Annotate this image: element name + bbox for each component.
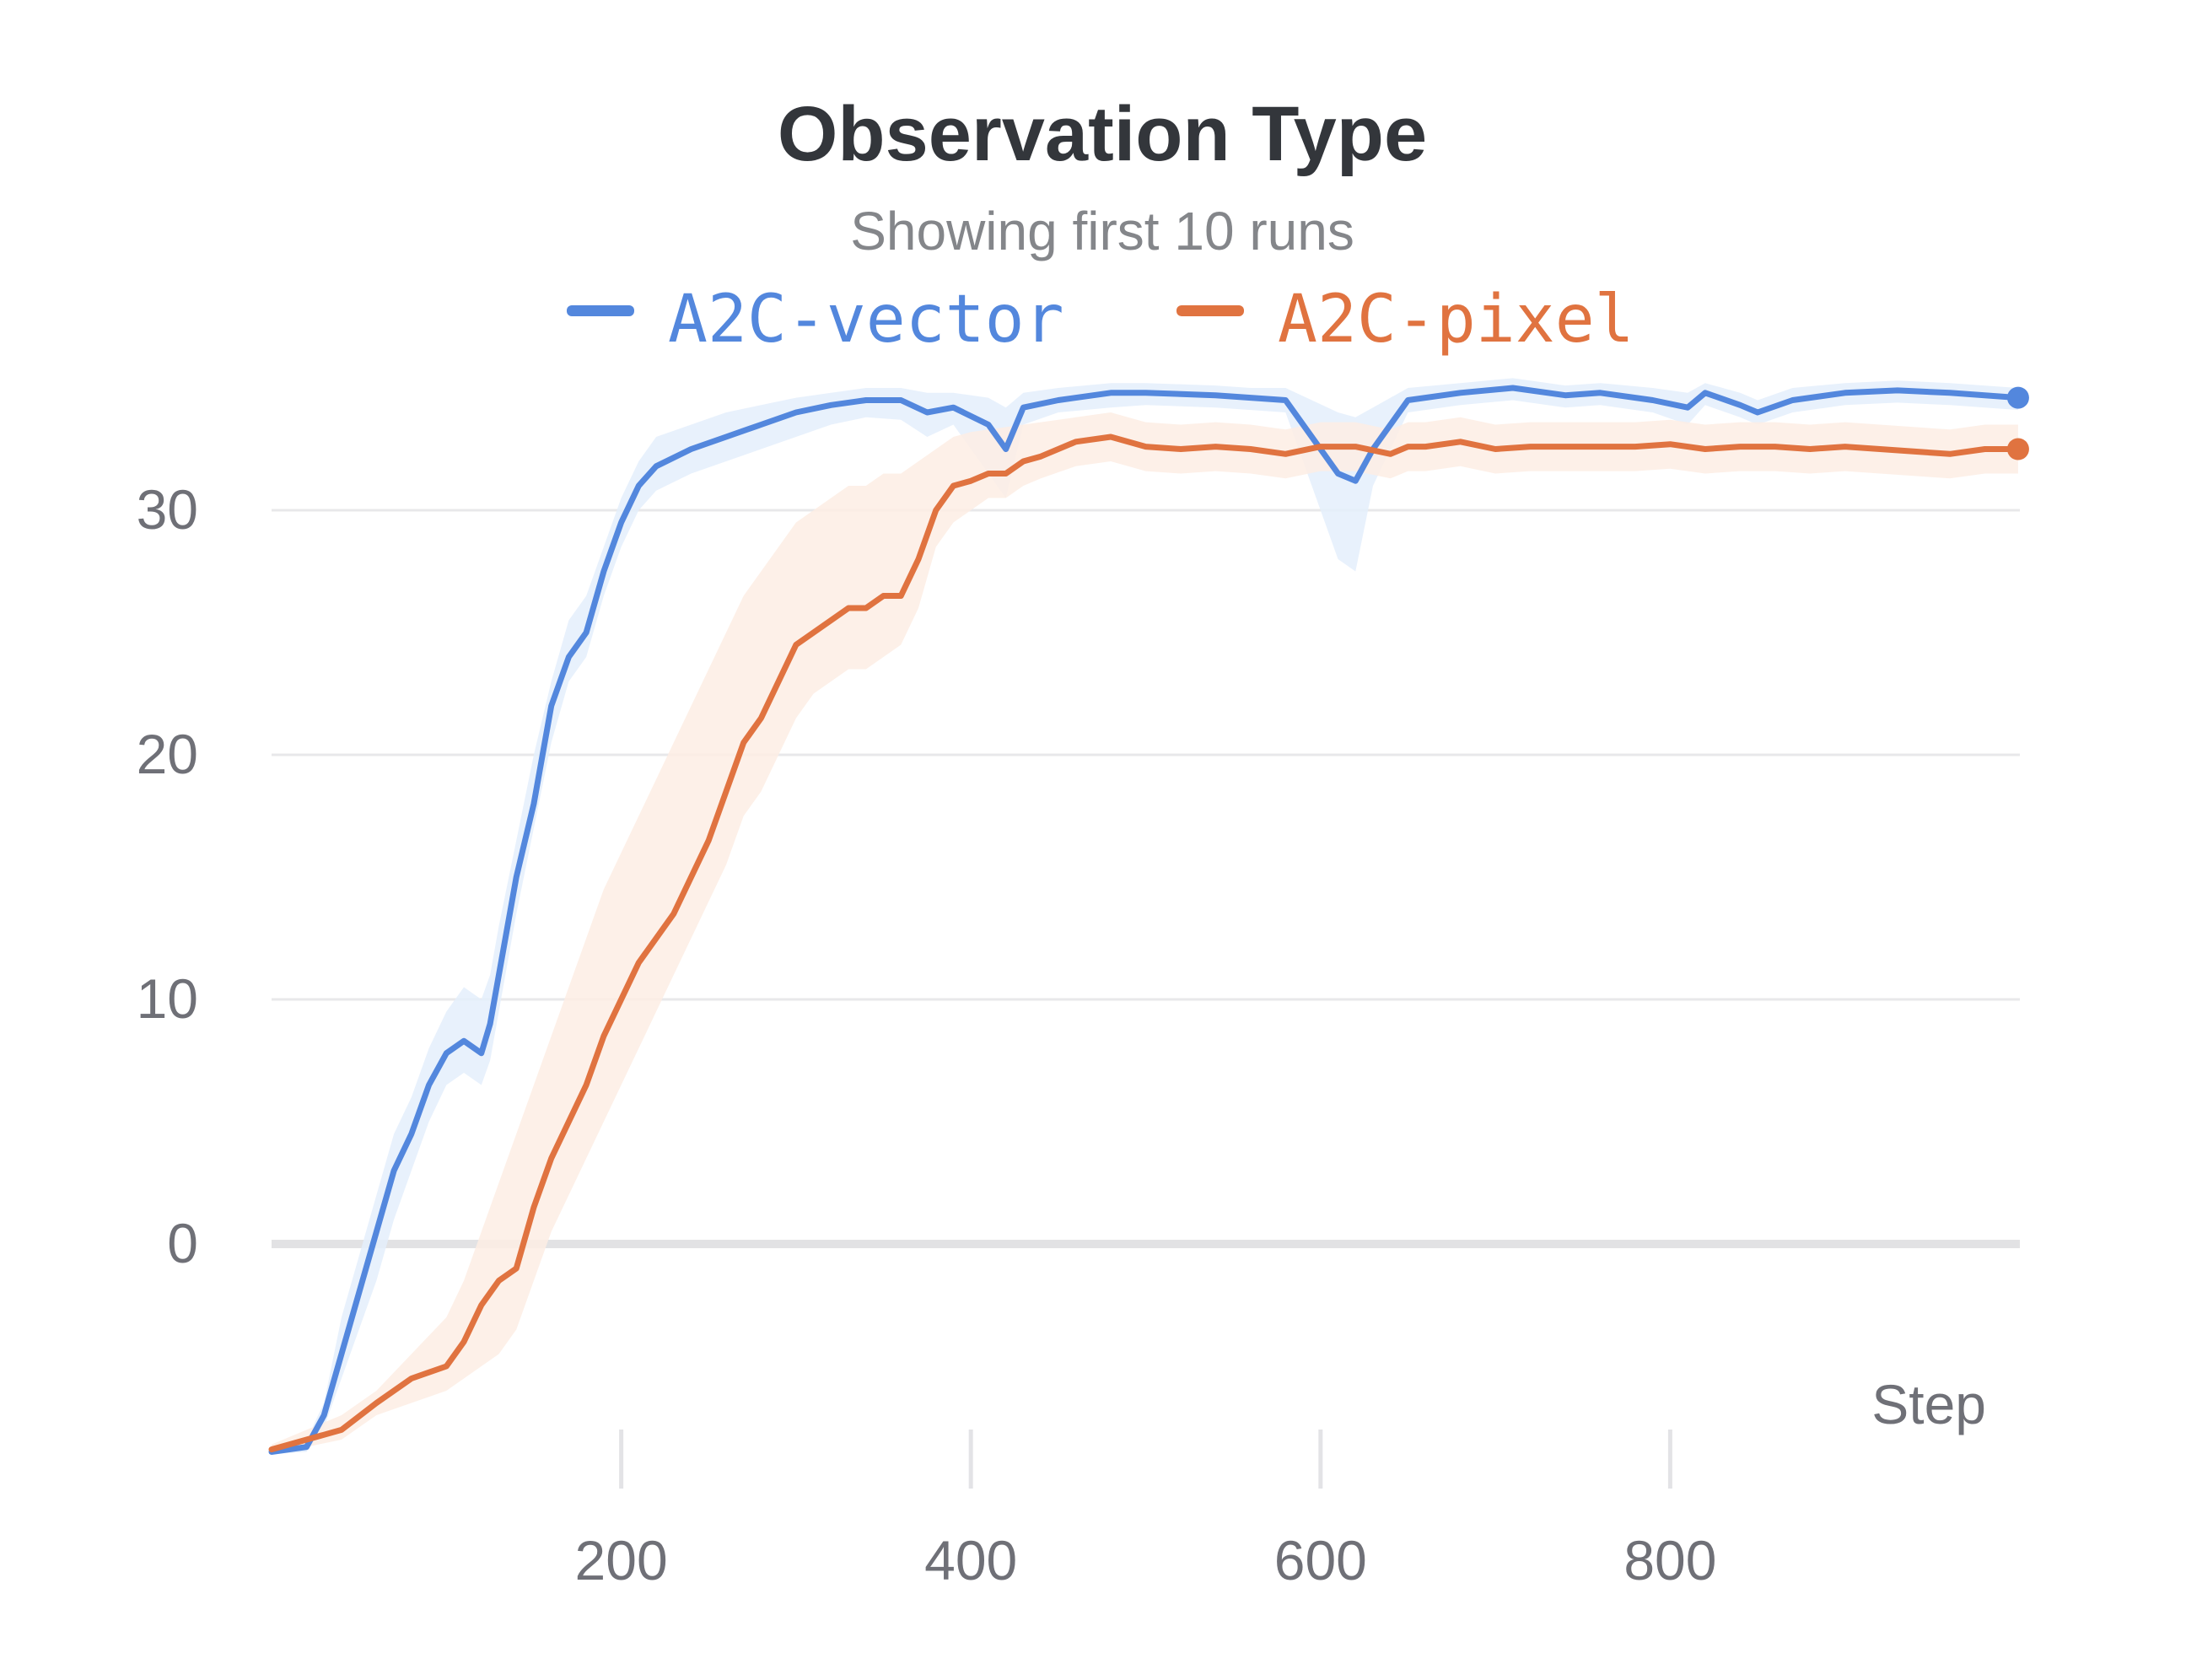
chart-subtitle: Showing first 10 runs — [850, 201, 1354, 261]
confidence-bands — [272, 378, 2018, 1455]
endpoint-a2c-pixel — [2006, 438, 2029, 460]
line-a2c-pixel — [268, 433, 2022, 1453]
chart-title: Observation Type — [778, 91, 1427, 177]
x-tick-label-400: 400 — [924, 1529, 1017, 1591]
x-tick-label-800: 800 — [1623, 1529, 1716, 1591]
legend-label-a2c-pixel: A2C-pixel — [1278, 282, 1634, 358]
band-a2c-vector — [272, 378, 2018, 1455]
grid — [272, 509, 2020, 1248]
legend-swatch-a2c-pixel — [1176, 305, 1244, 316]
y-tick-label-30: 30 — [137, 478, 198, 541]
x-axis: 200 400 600 800 — [575, 1430, 1716, 1591]
band-a2c-pixel — [272, 412, 2018, 1452]
series-lines — [268, 385, 2029, 1455]
line-a2c-vector — [268, 385, 2022, 1455]
y-axis: 0 10 20 30 — [137, 478, 198, 1274]
y-tick-label-10: 10 — [137, 967, 198, 1030]
x-axis-label: Step — [1871, 1373, 1986, 1435]
x-tick-label-600: 600 — [1274, 1529, 1367, 1591]
legend-label-a2c-vector: A2C-vector — [668, 282, 1064, 358]
x-tick-label-200: 200 — [575, 1529, 668, 1591]
y-tick-label-0: 0 — [167, 1212, 198, 1274]
y-tick-label-20: 20 — [137, 723, 198, 785]
legend: A2C-vector A2C-pixel — [567, 282, 1634, 358]
legend-swatch-a2c-vector — [567, 305, 634, 316]
endpoint-a2c-vector — [2006, 386, 2029, 409]
